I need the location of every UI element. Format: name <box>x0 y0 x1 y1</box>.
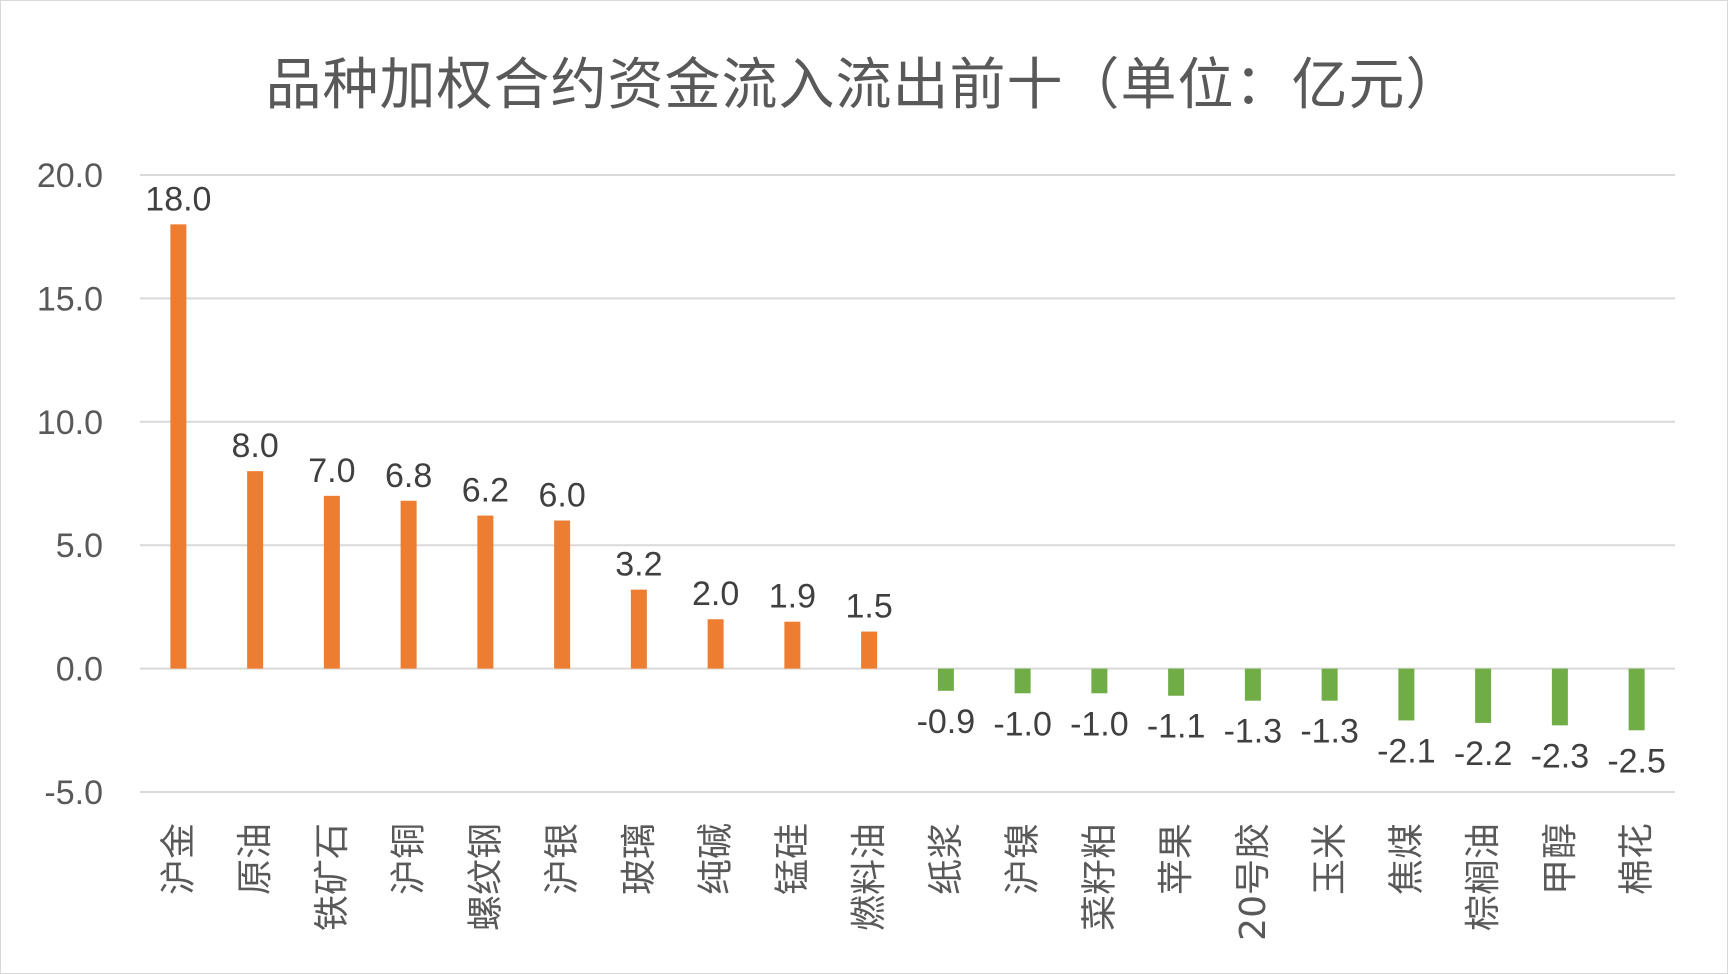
category-label: 棉花 <box>1617 823 1658 895</box>
data-label: -1.0 <box>1070 705 1129 743</box>
bar <box>1628 668 1645 731</box>
data-label: 6.2 <box>462 472 509 510</box>
category-label: 锰硅 <box>772 823 813 895</box>
data-label: -1.0 <box>993 705 1052 743</box>
category-label: 沪金 <box>158 823 199 895</box>
bar <box>1551 668 1568 726</box>
bar <box>247 471 264 669</box>
bar <box>707 619 724 669</box>
data-label: 8.0 <box>231 427 278 465</box>
bar <box>1398 668 1415 721</box>
category-label: 铁矿石 <box>312 823 353 931</box>
category-label: 原油 <box>235 823 276 895</box>
data-label: -2.1 <box>1377 732 1436 770</box>
data-label: 18.0 <box>145 180 211 218</box>
bar <box>554 520 571 669</box>
bar <box>400 500 417 669</box>
bars <box>170 224 1645 731</box>
bar <box>784 621 801 669</box>
data-label: -2.2 <box>1454 735 1513 773</box>
category-label: 沪铜 <box>389 823 430 895</box>
bar <box>1168 668 1185 696</box>
data-label: 1.5 <box>845 588 892 626</box>
data-label: 6.8 <box>385 457 432 495</box>
gridlines <box>140 174 1675 793</box>
category-label: 棕榈油 <box>1463 823 1504 931</box>
category-label: 玻璃 <box>619 823 660 895</box>
y-tick-label: 15.0 <box>37 280 103 318</box>
category-label: 沪镍 <box>1003 823 1044 895</box>
y-axis-ticks: 20.0 15.0 10.0 5.0 0.0 -5.0 <box>37 157 103 812</box>
bar <box>1244 668 1261 701</box>
data-label: 6.0 <box>538 477 585 515</box>
chart-title: 品种加权合约资金流入流出前十（单位：亿元） <box>265 53 1463 118</box>
y-tick-label: -5.0 <box>44 774 103 812</box>
category-label: 玉米 <box>1310 823 1351 895</box>
data-label: -1.1 <box>1147 708 1206 746</box>
y-tick-label: 5.0 <box>56 527 103 565</box>
category-label: 燃料油 <box>849 823 890 931</box>
data-label: -1.3 <box>1224 713 1283 751</box>
category-label: 焦煤 <box>1386 823 1427 895</box>
category-label: 沪银 <box>542 823 583 895</box>
category-label: 螺纹钢 <box>465 823 506 931</box>
data-label: -0.9 <box>917 703 976 741</box>
category-label: 20号胶 <box>1233 823 1274 941</box>
category-labels: 沪金 原油 铁矿石 沪铜 螺纹钢 沪银 玻璃 纯碱 锰硅 燃料油 纸浆 沪镍 菜籽粕 苹果 20号胶 玉米 焦煤… <box>158 823 1657 941</box>
data-label: -2.5 <box>1607 742 1666 780</box>
bar <box>1321 668 1338 701</box>
data-label: -1.3 <box>1300 713 1359 751</box>
data-label: 3.2 <box>615 546 662 584</box>
y-tick-label: 10.0 <box>37 404 103 442</box>
bar <box>1091 668 1108 694</box>
y-tick-label: 20.0 <box>37 157 103 195</box>
bar <box>861 631 878 669</box>
y-tick-label: 0.0 <box>56 651 103 689</box>
category-label: 菜籽粕 <box>1079 823 1120 931</box>
data-label: -2.3 <box>1531 737 1590 775</box>
data-label: 2.0 <box>692 575 739 613</box>
bar <box>323 495 340 669</box>
category-label: 苹果 <box>1156 823 1197 895</box>
bar <box>477 515 494 669</box>
bar <box>1014 668 1031 694</box>
data-label: 1.9 <box>769 578 816 616</box>
bar <box>937 668 954 691</box>
category-label: 纯碱 <box>696 823 737 895</box>
bar <box>1475 668 1492 723</box>
bar <box>170 224 187 669</box>
data-label: 7.0 <box>308 452 355 490</box>
category-label: 甲醇 <box>1540 823 1581 895</box>
bar <box>630 589 647 669</box>
data-labels: 18.08.07.0 6.8 6.2 6.03.22.0 1.9 1.5-0.9 -1.0-… <box>145 180 1666 780</box>
category-label: 纸浆 <box>926 823 967 895</box>
